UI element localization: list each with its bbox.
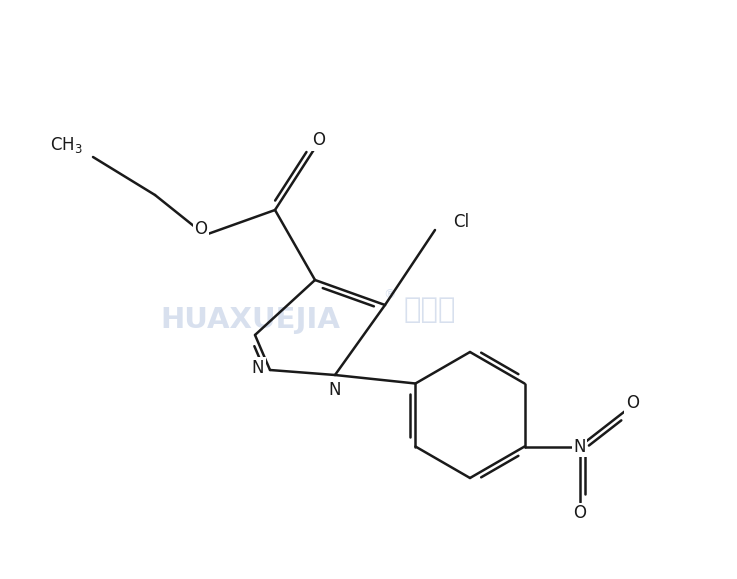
Text: O: O [626, 394, 639, 412]
Text: ®: ® [384, 288, 397, 302]
Text: CH$_3$: CH$_3$ [50, 135, 83, 155]
Text: N: N [573, 438, 586, 456]
Text: N: N [329, 381, 341, 399]
Text: O: O [195, 220, 208, 238]
Text: O: O [312, 131, 326, 149]
Text: 化学加: 化学加 [404, 296, 456, 324]
Text: HUAXUEJIA: HUAXUEJIA [160, 306, 340, 334]
Text: O: O [573, 504, 586, 522]
Text: N: N [252, 359, 265, 377]
Text: Cl: Cl [453, 213, 469, 231]
